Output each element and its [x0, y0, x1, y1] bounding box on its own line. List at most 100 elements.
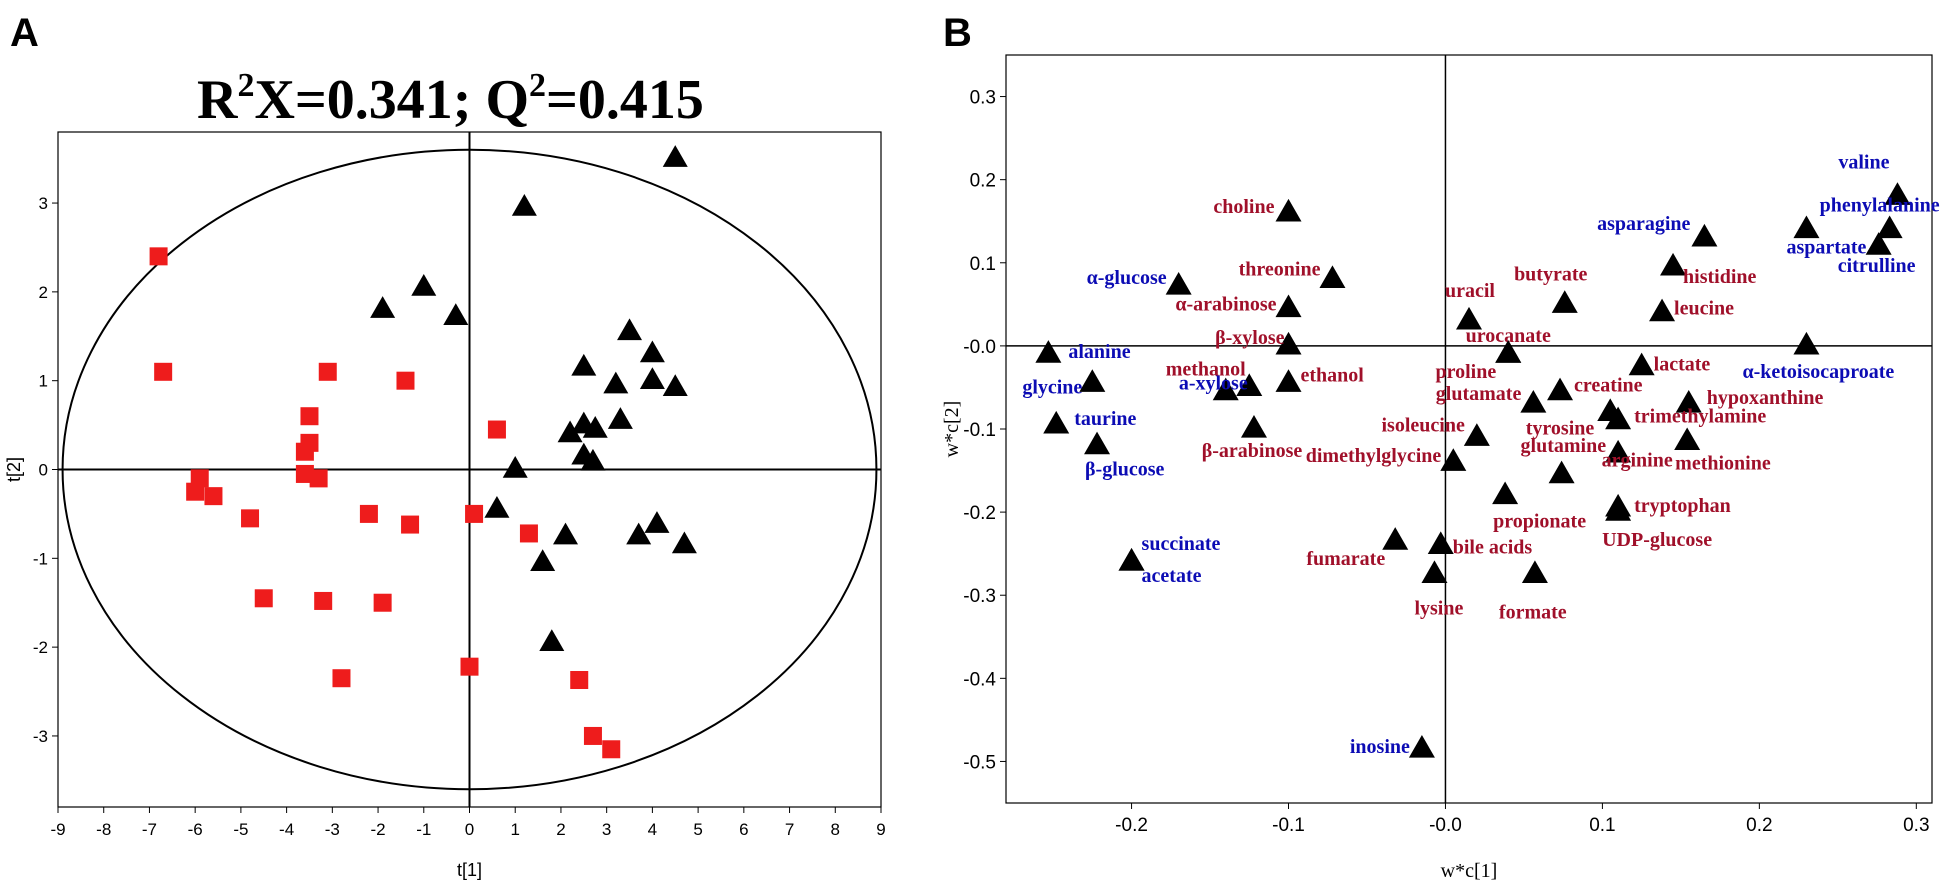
- metabolite-marker: [1382, 527, 1409, 550]
- group1-square-point: [401, 515, 420, 534]
- group2-triangle-point: [639, 367, 665, 389]
- metabolite-label: histidine: [1683, 266, 1756, 288]
- group2-triangle-point: [617, 318, 643, 341]
- metabolite-label: β-xylose: [1215, 327, 1285, 349]
- group2-triangle-point: [644, 511, 670, 533]
- y-tick-label: -0.2: [963, 503, 996, 524]
- group1-square-point: [359, 504, 378, 523]
- metabolite-label: UDP-glucose: [1602, 529, 1712, 551]
- metabolite-label: butyrate: [1514, 263, 1587, 285]
- group1-square-point: [373, 593, 392, 612]
- metabolite-label: ethanol: [1301, 364, 1365, 386]
- metabolite-marker: [1547, 377, 1574, 401]
- metabolite-marker: [1521, 560, 1548, 584]
- x-tick-label: -0.1: [1272, 815, 1305, 836]
- metabolite-label: arginine: [1602, 450, 1673, 472]
- group1-square-point: [149, 247, 168, 266]
- metabolite-marker: [1408, 734, 1435, 758]
- y-tick-label: -0.1: [963, 420, 996, 441]
- title-r: R: [197, 69, 238, 131]
- metabolite-label: glutamate: [1436, 383, 1522, 405]
- x-tick-label: -0.0: [1429, 815, 1462, 836]
- metabolite-marker: [1793, 215, 1820, 239]
- group1-square-point: [487, 420, 506, 439]
- metabolite-label: acetate: [1142, 565, 1202, 587]
- metabolite-marker: [1660, 252, 1687, 276]
- metabolite-label: α-glucose: [1087, 267, 1167, 289]
- group2-triangle-point: [571, 353, 597, 376]
- metabolite-label: proline: [1435, 361, 1496, 383]
- group1-square-point: [295, 442, 314, 461]
- group2-triangle-point: [582, 416, 608, 438]
- metabolite-marker: [1079, 369, 1106, 392]
- metabolite-label: lysine: [1414, 597, 1463, 619]
- metabolite-label: citrulline: [1838, 255, 1916, 277]
- group1-square-point: [154, 362, 173, 381]
- metabolite-label: fumarate: [1306, 548, 1385, 570]
- x-tick-label: 0: [465, 820, 474, 839]
- y-tick-label: -0.5: [963, 752, 996, 773]
- metabolite-label: alanine: [1068, 341, 1130, 363]
- x-tick-label: 4: [648, 820, 657, 839]
- y-tick-label: 0.3: [970, 88, 996, 109]
- y-tick-label: -3: [33, 727, 48, 746]
- metabolite-marker: [1548, 460, 1575, 484]
- group2-triangle-point: [411, 273, 437, 296]
- metabolite-label: dimethylglycine: [1306, 445, 1442, 467]
- x-tick-label: 0.1: [1589, 815, 1615, 836]
- group1-square-point: [332, 669, 351, 688]
- metabolite-marker: [1605, 439, 1632, 463]
- group2-triangle-point: [580, 448, 606, 471]
- metabolite-marker: [1043, 410, 1070, 434]
- metabolite-marker: [1605, 406, 1632, 430]
- x-tick-label: -2: [370, 820, 385, 839]
- metabolite-label: asparagine: [1597, 213, 1690, 235]
- group1-square-point: [309, 469, 328, 488]
- metabolite-marker: [1865, 232, 1892, 255]
- group2-triangle-point: [607, 407, 633, 429]
- metabolite-label: succinate: [1142, 533, 1221, 555]
- metabolite-label: trimethylamine: [1634, 406, 1766, 428]
- title-sup2: 2: [529, 67, 546, 104]
- x-tick-label: -5: [233, 820, 248, 839]
- metabolite-marker: [1275, 369, 1302, 392]
- metabolite-marker: [1212, 377, 1239, 401]
- metabolite-marker: [1495, 340, 1522, 363]
- metabolite-marker: [1649, 298, 1676, 322]
- group2-triangle-point: [502, 456, 528, 478]
- x-tick-label: 6: [739, 820, 748, 839]
- title-mid: X=0.341; Q: [254, 69, 529, 131]
- x-tick-label: -7: [142, 820, 157, 839]
- metabolite-marker: [1275, 198, 1302, 222]
- metabolite-label: taurine: [1074, 408, 1136, 430]
- metabolite-marker: [1456, 306, 1482, 330]
- x-tick-label: -3: [325, 820, 340, 839]
- metabolite-marker: [1319, 265, 1346, 288]
- group2-triangle-point: [603, 371, 629, 394]
- group2-triangle-point: [662, 145, 688, 167]
- metabolite-label: isoleucine: [1382, 414, 1465, 436]
- group2-triangle-point: [639, 340, 665, 363]
- x-tick-label: 2: [556, 820, 565, 839]
- x-tick-label: -6: [188, 820, 203, 839]
- metabolite-label: valine: [1838, 151, 1889, 173]
- group1-square-point: [318, 362, 337, 381]
- metabolite-label: methanol: [1166, 359, 1246, 381]
- metabolite-marker: [1240, 414, 1267, 438]
- title-tail: =0.415: [546, 69, 704, 131]
- metabolite-label: tryptophan: [1634, 495, 1731, 517]
- panel-a-title: R2X=0.341; Q2=0.415: [197, 67, 704, 131]
- group1-square-point: [602, 740, 621, 759]
- group2-triangle-point: [671, 531, 697, 554]
- group2-triangle-point: [626, 522, 652, 545]
- metabolite-marker: [1492, 481, 1519, 505]
- group2-triangle-point: [370, 296, 396, 318]
- group2-triangle-point: [484, 495, 510, 518]
- group1-square-point: [583, 726, 602, 745]
- title-sup1: 2: [237, 67, 254, 104]
- metabolite-marker: [1236, 373, 1263, 397]
- metabolite-marker: [1674, 427, 1701, 451]
- group2-triangle-point: [539, 629, 565, 651]
- group1-square-point: [396, 371, 415, 390]
- y-tick-label: -2: [33, 638, 48, 657]
